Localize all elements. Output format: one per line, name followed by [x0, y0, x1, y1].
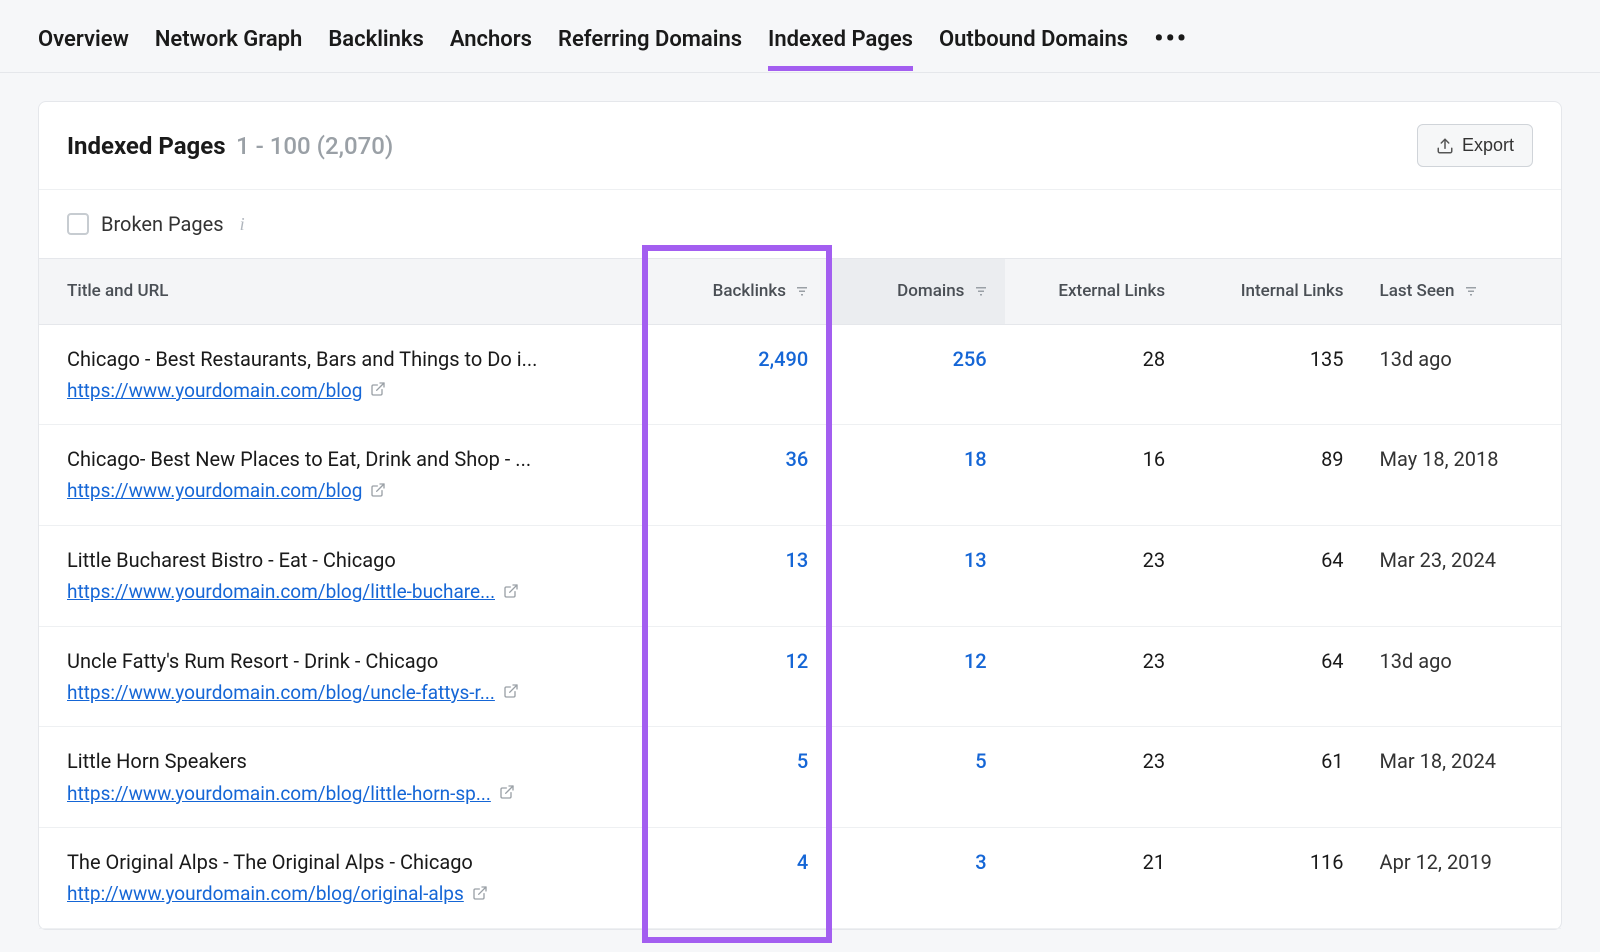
row-url-link[interactable]: https://www.yourdomain.com/blog: [67, 379, 362, 402]
table-body: Chicago - Best Restaurants, Bars and Thi…: [39, 324, 1561, 928]
external-link-icon[interactable]: [370, 378, 386, 402]
col-backlinks[interactable]: Backlinks: [648, 259, 826, 325]
row-url-link[interactable]: https://www.yourdomain.com/blog/uncle-fa…: [67, 681, 495, 704]
col-last-seen-label: Last Seen: [1380, 281, 1455, 301]
sort-icon: [1465, 282, 1477, 302]
row-title: Chicago - Best Restaurants, Bars and Thi…: [67, 347, 607, 371]
broken-pages-label: Broken Pages: [101, 212, 224, 236]
external-link-icon[interactable]: [503, 580, 519, 604]
table-header-row: Title and URL Backlinks Domains External: [39, 259, 1561, 325]
tab-anchors[interactable]: Anchors: [450, 27, 532, 70]
backlinks-value[interactable]: 2,490: [758, 347, 808, 371]
indexed-pages-panel: Indexed Pages 1 - 100 (2,070) Export Bro…: [38, 101, 1562, 930]
tab-network-graph[interactable]: Network Graph: [155, 27, 303, 70]
internal-links-value: 89: [1321, 447, 1343, 471]
info-icon[interactable]: i: [240, 214, 245, 235]
backlinks-value[interactable]: 36: [786, 447, 809, 471]
table-row: Uncle Fatty's Rum Resort - Drink - Chica…: [39, 626, 1561, 727]
row-url-link[interactable]: http://www.yourdomain.com/blog/original-…: [67, 882, 464, 905]
external-link-icon[interactable]: [370, 479, 386, 503]
row-title: Little Horn Speakers: [67, 749, 607, 773]
external-links-value: 21: [1143, 850, 1165, 874]
tabs-bar: Overview Network Graph Backlinks Anchors…: [0, 0, 1600, 73]
domains-value[interactable]: 5: [975, 749, 986, 773]
panel-range: 1 - 100 (2,070): [236, 132, 393, 160]
domains-value[interactable]: 13: [964, 548, 987, 572]
row-title: The Original Alps - The Original Alps - …: [67, 850, 607, 874]
table-row: Little Horn Speakers https://www.yourdoma…: [39, 727, 1561, 828]
internal-links-value: 61: [1321, 749, 1343, 773]
sort-icon: [796, 282, 808, 302]
internal-links-value: 116: [1310, 850, 1344, 874]
export-icon: [1436, 137, 1454, 155]
last-seen-value: Apr 12, 2019: [1380, 850, 1492, 874]
filter-row: Broken Pages i: [39, 190, 1561, 258]
col-domains[interactable]: Domains: [826, 259, 1004, 325]
export-label: Export: [1462, 135, 1514, 156]
external-links-value: 16: [1143, 447, 1165, 471]
table-row: The Original Alps - The Original Alps - …: [39, 828, 1561, 929]
internal-links-value: 135: [1310, 347, 1344, 371]
domains-value[interactable]: 3: [975, 850, 986, 874]
col-domains-label: Domains: [897, 281, 964, 301]
last-seen-value: 13d ago: [1380, 347, 1452, 371]
indexed-pages-table: Title and URL Backlinks Domains External: [39, 258, 1561, 929]
tab-outbound-domains[interactable]: Outbound Domains: [939, 27, 1128, 70]
table-wrap: Title and URL Backlinks Domains External: [39, 258, 1561, 929]
backlinks-value[interactable]: 12: [786, 649, 809, 673]
panel-title-wrap: Indexed Pages 1 - 100 (2,070): [67, 132, 393, 160]
last-seen-value: Mar 18, 2024: [1380, 749, 1496, 773]
sort-icon: [975, 282, 987, 302]
backlinks-value[interactable]: 5: [797, 749, 808, 773]
export-button[interactable]: Export: [1417, 124, 1533, 167]
backlinks-value[interactable]: 4: [797, 850, 808, 874]
table-row: Little Bucharest Bistro - Eat - Chicago h…: [39, 525, 1561, 626]
tabs-more-icon[interactable]: •••: [1154, 24, 1188, 72]
table-row: Chicago- Best New Places to Eat, Drink a…: [39, 425, 1561, 526]
row-title: Uncle Fatty's Rum Resort - Drink - Chica…: [67, 649, 607, 673]
internal-links-value: 64: [1321, 649, 1343, 673]
row-title: Little Bucharest Bistro - Eat - Chicago: [67, 548, 607, 572]
col-last-seen[interactable]: Last Seen: [1362, 259, 1561, 325]
table-row: Chicago - Best Restaurants, Bars and Thi…: [39, 324, 1561, 425]
tab-backlinks[interactable]: Backlinks: [328, 27, 424, 70]
domains-value[interactable]: 256: [953, 347, 987, 371]
row-url-link[interactable]: https://www.yourdomain.com/blog/little-h…: [67, 782, 491, 805]
domains-value[interactable]: 18: [964, 447, 987, 471]
last-seen-value: 13d ago: [1380, 649, 1452, 673]
col-backlinks-label: Backlinks: [713, 281, 786, 301]
row-url-link[interactable]: https://www.yourdomain.com/blog/little-b…: [67, 580, 495, 603]
col-title-url[interactable]: Title and URL: [39, 259, 648, 325]
col-external-links[interactable]: External Links: [1005, 259, 1183, 325]
tab-indexed-pages[interactable]: Indexed Pages: [768, 27, 913, 70]
last-seen-value: May 18, 2018: [1380, 447, 1499, 471]
backlinks-value[interactable]: 13: [786, 548, 809, 572]
tab-overview[interactable]: Overview: [38, 27, 129, 70]
external-links-value: 23: [1143, 548, 1165, 572]
tab-referring-domains[interactable]: Referring Domains: [558, 27, 742, 70]
row-url-link[interactable]: https://www.yourdomain.com/blog: [67, 479, 362, 502]
panel-title: Indexed Pages: [67, 132, 226, 160]
external-link-icon[interactable]: [503, 680, 519, 704]
external-link-icon[interactable]: [499, 781, 515, 805]
broken-pages-checkbox[interactable]: [67, 213, 89, 235]
internal-links-value: 64: [1321, 548, 1343, 572]
external-links-value: 23: [1143, 649, 1165, 673]
last-seen-value: Mar 23, 2024: [1380, 548, 1496, 572]
external-links-value: 28: [1143, 347, 1165, 371]
row-title: Chicago- Best New Places to Eat, Drink a…: [67, 447, 607, 471]
external-link-icon[interactable]: [472, 882, 488, 906]
panel-header: Indexed Pages 1 - 100 (2,070) Export: [39, 102, 1561, 190]
external-links-value: 23: [1143, 749, 1165, 773]
domains-value[interactable]: 12: [964, 649, 987, 673]
col-internal-links[interactable]: Internal Links: [1183, 259, 1361, 325]
